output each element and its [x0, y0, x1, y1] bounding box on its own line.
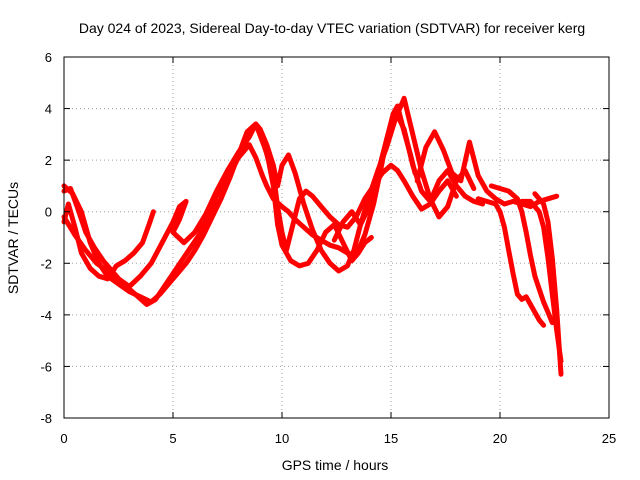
- series-track-4: [61, 95, 477, 289]
- chart-title: Day 024 of 2023, Sidereal Day-to-day VTE…: [79, 20, 585, 36]
- series-track-9: [488, 183, 555, 326]
- y-axis-label: SDTVAR / TECUs: [5, 182, 21, 294]
- plot-frame: [63, 56, 610, 419]
- x-axis-label: GPS time / hours: [282, 457, 389, 473]
- y-tick-label: 4: [45, 102, 52, 117]
- series-track-3: [61, 121, 459, 305]
- x-tick-label: 5: [169, 431, 176, 446]
- y-tick-label: -8: [40, 411, 52, 426]
- y-tick-label: -2: [40, 256, 52, 271]
- y-tick-label: 0: [45, 205, 52, 220]
- x-tick-label: 10: [275, 431, 289, 446]
- data-series: [61, 95, 564, 377]
- x-tick-label: 15: [384, 431, 398, 446]
- y-tick-label: -4: [40, 308, 52, 323]
- x-tick-label: 0: [60, 431, 67, 446]
- x-tick-label: 25: [602, 431, 616, 446]
- y-tick-label: 6: [45, 50, 52, 65]
- axis-ticks: 0 5 10 15 20 25 -8 -6 -4 -2 0 2 4 6: [40, 50, 616, 446]
- series-track-11: [532, 191, 564, 377]
- x-tick-label: 20: [493, 431, 507, 446]
- y-tick-label: 2: [45, 153, 52, 168]
- series-track-8: [475, 196, 547, 328]
- y-tick-label: -6: [40, 359, 52, 374]
- series-track-6: [331, 108, 486, 243]
- series-track-5: [257, 131, 374, 269]
